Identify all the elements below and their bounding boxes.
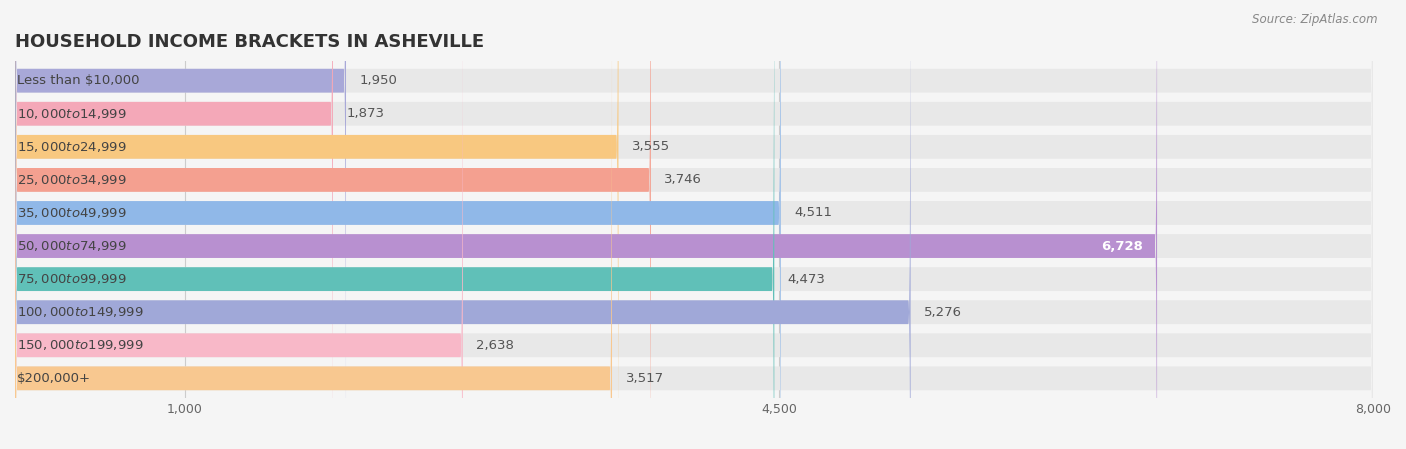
Text: 4,511: 4,511: [794, 207, 832, 220]
Text: Source: ZipAtlas.com: Source: ZipAtlas.com: [1253, 13, 1378, 26]
Text: $150,000 to $199,999: $150,000 to $199,999: [17, 338, 143, 352]
Text: $10,000 to $14,999: $10,000 to $14,999: [17, 107, 127, 121]
Text: $100,000 to $149,999: $100,000 to $149,999: [17, 305, 143, 319]
Text: 6,728: 6,728: [1102, 240, 1143, 252]
Text: $35,000 to $49,999: $35,000 to $49,999: [17, 206, 127, 220]
Text: 3,517: 3,517: [626, 372, 664, 385]
FancyBboxPatch shape: [15, 0, 775, 449]
Text: $15,000 to $24,999: $15,000 to $24,999: [17, 140, 127, 154]
FancyBboxPatch shape: [15, 0, 1374, 449]
FancyBboxPatch shape: [15, 0, 1157, 449]
Text: 1,950: 1,950: [360, 74, 398, 87]
FancyBboxPatch shape: [15, 0, 1374, 449]
Text: 3,746: 3,746: [665, 173, 703, 186]
FancyBboxPatch shape: [15, 0, 1374, 449]
FancyBboxPatch shape: [15, 0, 1374, 449]
FancyBboxPatch shape: [15, 0, 1374, 449]
FancyBboxPatch shape: [15, 0, 1374, 449]
FancyBboxPatch shape: [15, 0, 1374, 449]
FancyBboxPatch shape: [15, 0, 911, 449]
Text: Less than $10,000: Less than $10,000: [17, 74, 139, 87]
Text: 2,638: 2,638: [477, 339, 515, 352]
Text: 5,276: 5,276: [924, 306, 962, 319]
FancyBboxPatch shape: [15, 0, 619, 449]
FancyBboxPatch shape: [15, 0, 333, 449]
Text: $75,000 to $99,999: $75,000 to $99,999: [17, 272, 127, 286]
FancyBboxPatch shape: [15, 0, 780, 449]
Text: $50,000 to $74,999: $50,000 to $74,999: [17, 239, 127, 253]
FancyBboxPatch shape: [15, 0, 1374, 449]
Text: 1,873: 1,873: [346, 107, 384, 120]
FancyBboxPatch shape: [15, 0, 346, 449]
FancyBboxPatch shape: [15, 0, 612, 449]
Text: 3,555: 3,555: [633, 141, 671, 154]
Text: $200,000+: $200,000+: [17, 372, 91, 385]
FancyBboxPatch shape: [15, 0, 1374, 449]
FancyBboxPatch shape: [15, 0, 463, 449]
FancyBboxPatch shape: [15, 0, 651, 449]
FancyBboxPatch shape: [15, 0, 1374, 449]
Text: HOUSEHOLD INCOME BRACKETS IN ASHEVILLE: HOUSEHOLD INCOME BRACKETS IN ASHEVILLE: [15, 33, 484, 51]
Text: $25,000 to $34,999: $25,000 to $34,999: [17, 173, 127, 187]
Text: 4,473: 4,473: [787, 273, 825, 286]
